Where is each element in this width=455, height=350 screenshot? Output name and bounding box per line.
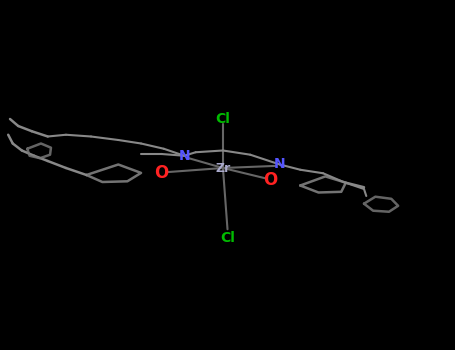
Text: N: N: [178, 149, 190, 163]
Text: N: N: [274, 158, 286, 172]
Text: Zr: Zr: [215, 161, 231, 175]
Text: O: O: [263, 171, 278, 189]
Text: Cl: Cl: [216, 112, 230, 126]
Text: Cl: Cl: [220, 231, 235, 245]
Text: O: O: [154, 164, 169, 182]
